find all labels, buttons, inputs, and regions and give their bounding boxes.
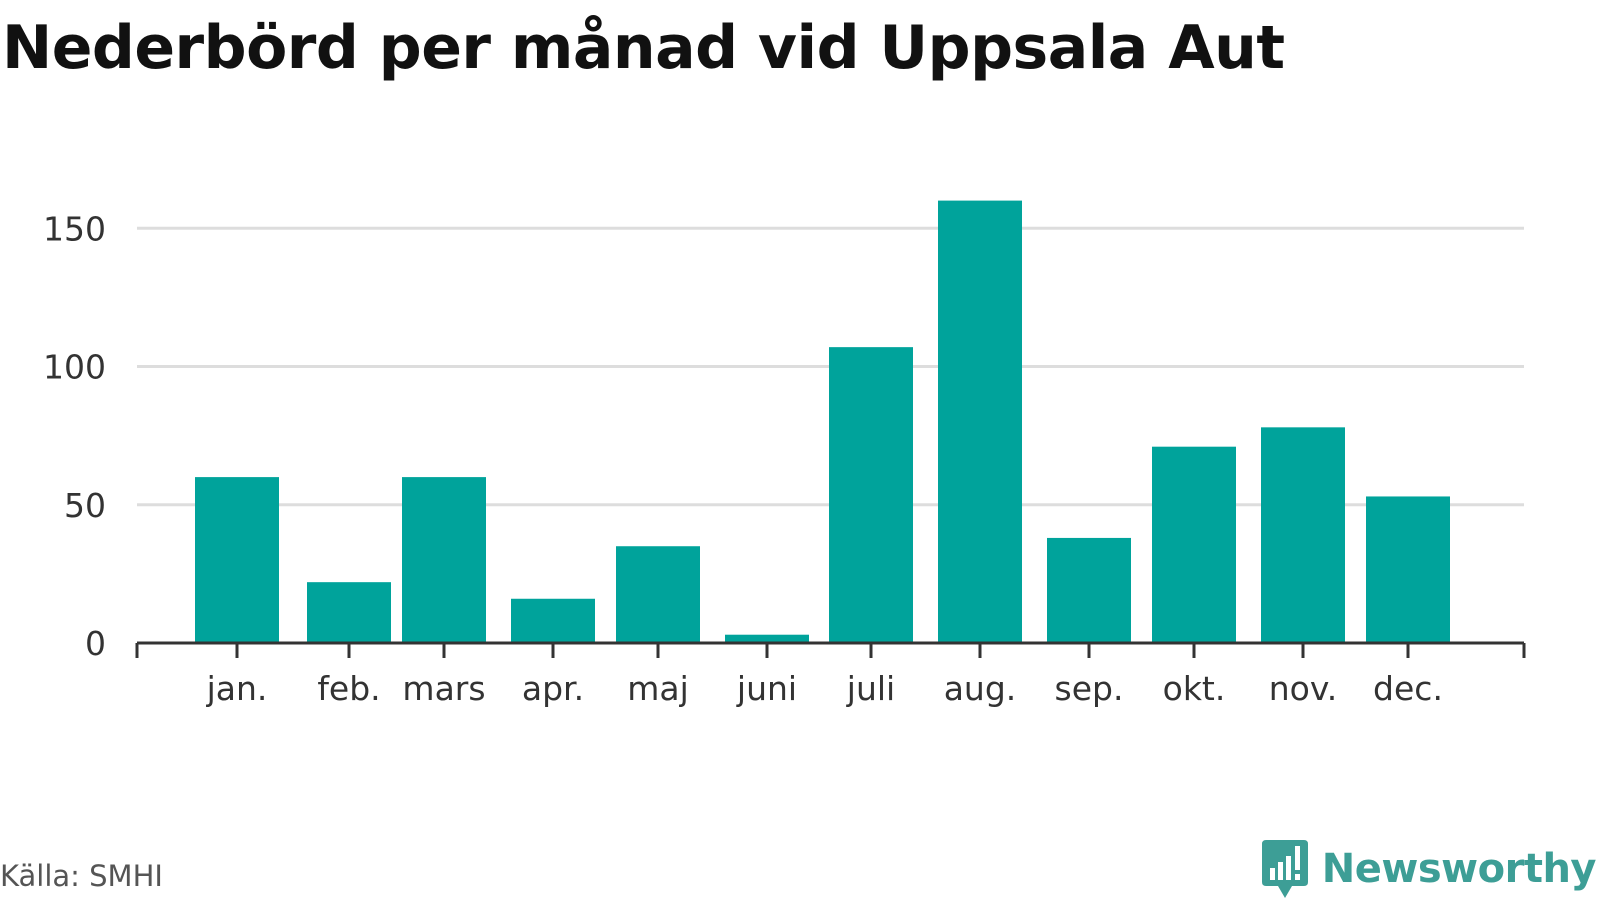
bar-mars — [402, 477, 486, 643]
x-tick-label-okt: okt. — [1163, 669, 1226, 708]
bar-maj — [616, 546, 700, 643]
chart-title: Nederbörd per månad vid Uppsala Aut — [2, 13, 1285, 83]
bar-dec — [1366, 496, 1450, 643]
x-axis — [135, 641, 1526, 658]
bars — [195, 200, 1450, 643]
brand-name: Newsworthy — [1321, 846, 1597, 892]
x-tick-label-jan: jan. — [206, 669, 268, 708]
bar-juni — [725, 634, 809, 643]
bar-nov — [1261, 427, 1345, 643]
bar-apr — [511, 598, 595, 643]
source-label: Källa: SMHI — [0, 859, 163, 893]
x-tick-label-dec: dec. — [1373, 669, 1443, 708]
x-tick-label-maj: maj — [627, 669, 689, 708]
x-tick-label-nov: nov. — [1269, 669, 1338, 708]
tick-labels: 0 50 100 150 jan. feb. mars apr. maj juni juli aug.… — [43, 209, 1443, 708]
x-tick-label-aug: aug. — [944, 669, 1017, 708]
x-tick-label-juni: juni — [736, 669, 797, 708]
bar-okt — [1152, 446, 1236, 643]
y-tick-label-50: 50 — [64, 486, 106, 525]
x-tick-label-sep: sep. — [1055, 669, 1124, 708]
x-tick-label-juli: juli — [846, 669, 895, 708]
bar-jan — [195, 477, 279, 643]
y-tick-label-100: 100 — [43, 348, 106, 387]
x-tick-label-mars: mars — [402, 669, 485, 708]
brand-logo: Newsworthy — [1260, 838, 1597, 900]
y-tick-label-150: 150 — [43, 209, 106, 248]
y-tick-label-0: 0 — [85, 624, 106, 663]
x-tick-label-apr: apr. — [522, 669, 584, 708]
x-tick-label-feb: feb. — [317, 669, 380, 708]
bar-juli — [829, 347, 913, 643]
newsworthy-logo-icon — [1261, 840, 1308, 898]
bar-aug — [938, 200, 1022, 643]
bar-sep — [1047, 537, 1131, 643]
bar-feb — [307, 582, 391, 643]
